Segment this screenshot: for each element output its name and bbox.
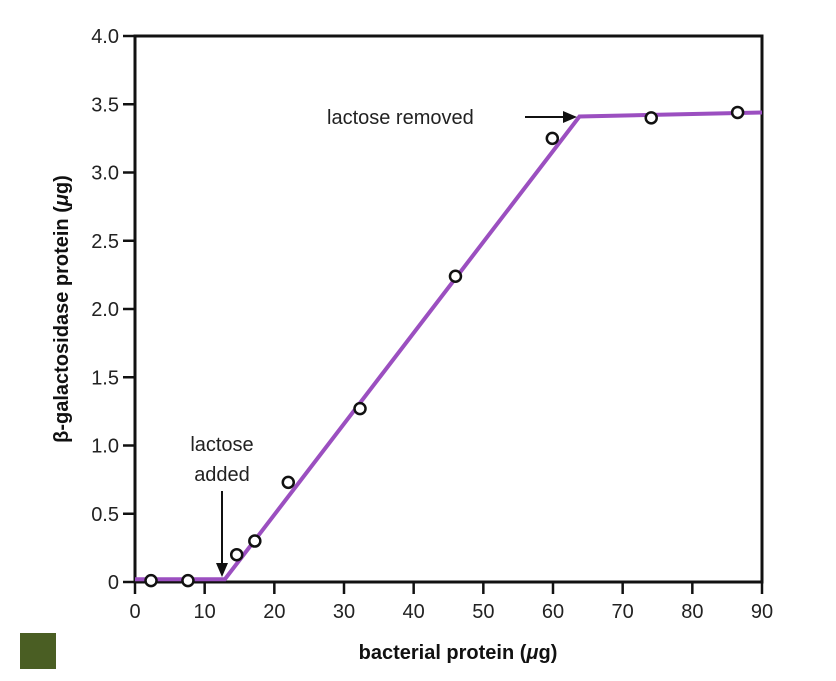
data-point-marker bbox=[144, 573, 158, 588]
y-tick-label: 2.5 bbox=[91, 231, 119, 253]
x-tick-label: 10 bbox=[194, 601, 216, 623]
fitted-line bbox=[135, 110, 763, 582]
annotation-lactose-added-line1: lactose bbox=[190, 434, 253, 456]
y-tick-label: 3.0 bbox=[91, 163, 119, 185]
arrow-right-icon bbox=[563, 111, 577, 123]
x-axis-title: bacterial protein (μg) bbox=[359, 642, 558, 664]
x-tick-label: 90 bbox=[751, 601, 773, 623]
x-tick-label: 70 bbox=[612, 601, 634, 623]
y-axis-ticks: 0 0.5 1.0 1.5 2.0 2.5 3.0 3.5 4.0 bbox=[91, 26, 135, 594]
data-point-marker bbox=[181, 573, 195, 588]
y-tick-label: 3.5 bbox=[91, 94, 119, 116]
annotation-lactose-removed: lactose removed bbox=[327, 107, 577, 129]
data-points bbox=[144, 105, 745, 588]
corner-square-decoration bbox=[20, 633, 56, 669]
y-tick-label: 2.0 bbox=[91, 299, 119, 321]
x-tick-label: 0 bbox=[129, 601, 140, 623]
x-tick-label: 20 bbox=[263, 601, 285, 623]
annotation-lactose-added: lactose added bbox=[190, 434, 254, 577]
data-point-marker bbox=[229, 547, 244, 562]
x-tick-label: 50 bbox=[472, 601, 494, 623]
x-tick-label: 30 bbox=[333, 601, 355, 623]
x-tick-label: 60 bbox=[542, 601, 564, 623]
data-point-marker bbox=[545, 131, 560, 146]
data-point-marker bbox=[281, 475, 296, 490]
x-tick-label: 40 bbox=[403, 601, 425, 623]
y-axis-title: β-galactosidase protein (μg) bbox=[51, 175, 73, 443]
data-point-marker bbox=[644, 111, 658, 125]
y-tick-label: 1.0 bbox=[91, 436, 119, 458]
y-tick-label: 0 bbox=[108, 572, 119, 594]
y-tick-label: 4.0 bbox=[91, 26, 119, 48]
plot-frame bbox=[133, 34, 764, 584]
annotation-lactose-removed-text: lactose removed bbox=[327, 107, 474, 129]
data-point-marker bbox=[248, 534, 262, 548]
x-tick-label: 80 bbox=[681, 601, 703, 623]
data-point-marker bbox=[448, 269, 463, 283]
data-point-marker bbox=[353, 401, 367, 416]
arrow-down-icon bbox=[216, 563, 228, 577]
y-tick-label: 1.5 bbox=[91, 367, 119, 389]
annotation-lactose-added-line2: added bbox=[194, 464, 250, 486]
data-point-marker bbox=[730, 105, 745, 120]
y-tick-label: 0.5 bbox=[91, 504, 119, 526]
x-axis-ticks: 0 10 20 30 40 50 60 70 80 90 bbox=[129, 582, 773, 623]
